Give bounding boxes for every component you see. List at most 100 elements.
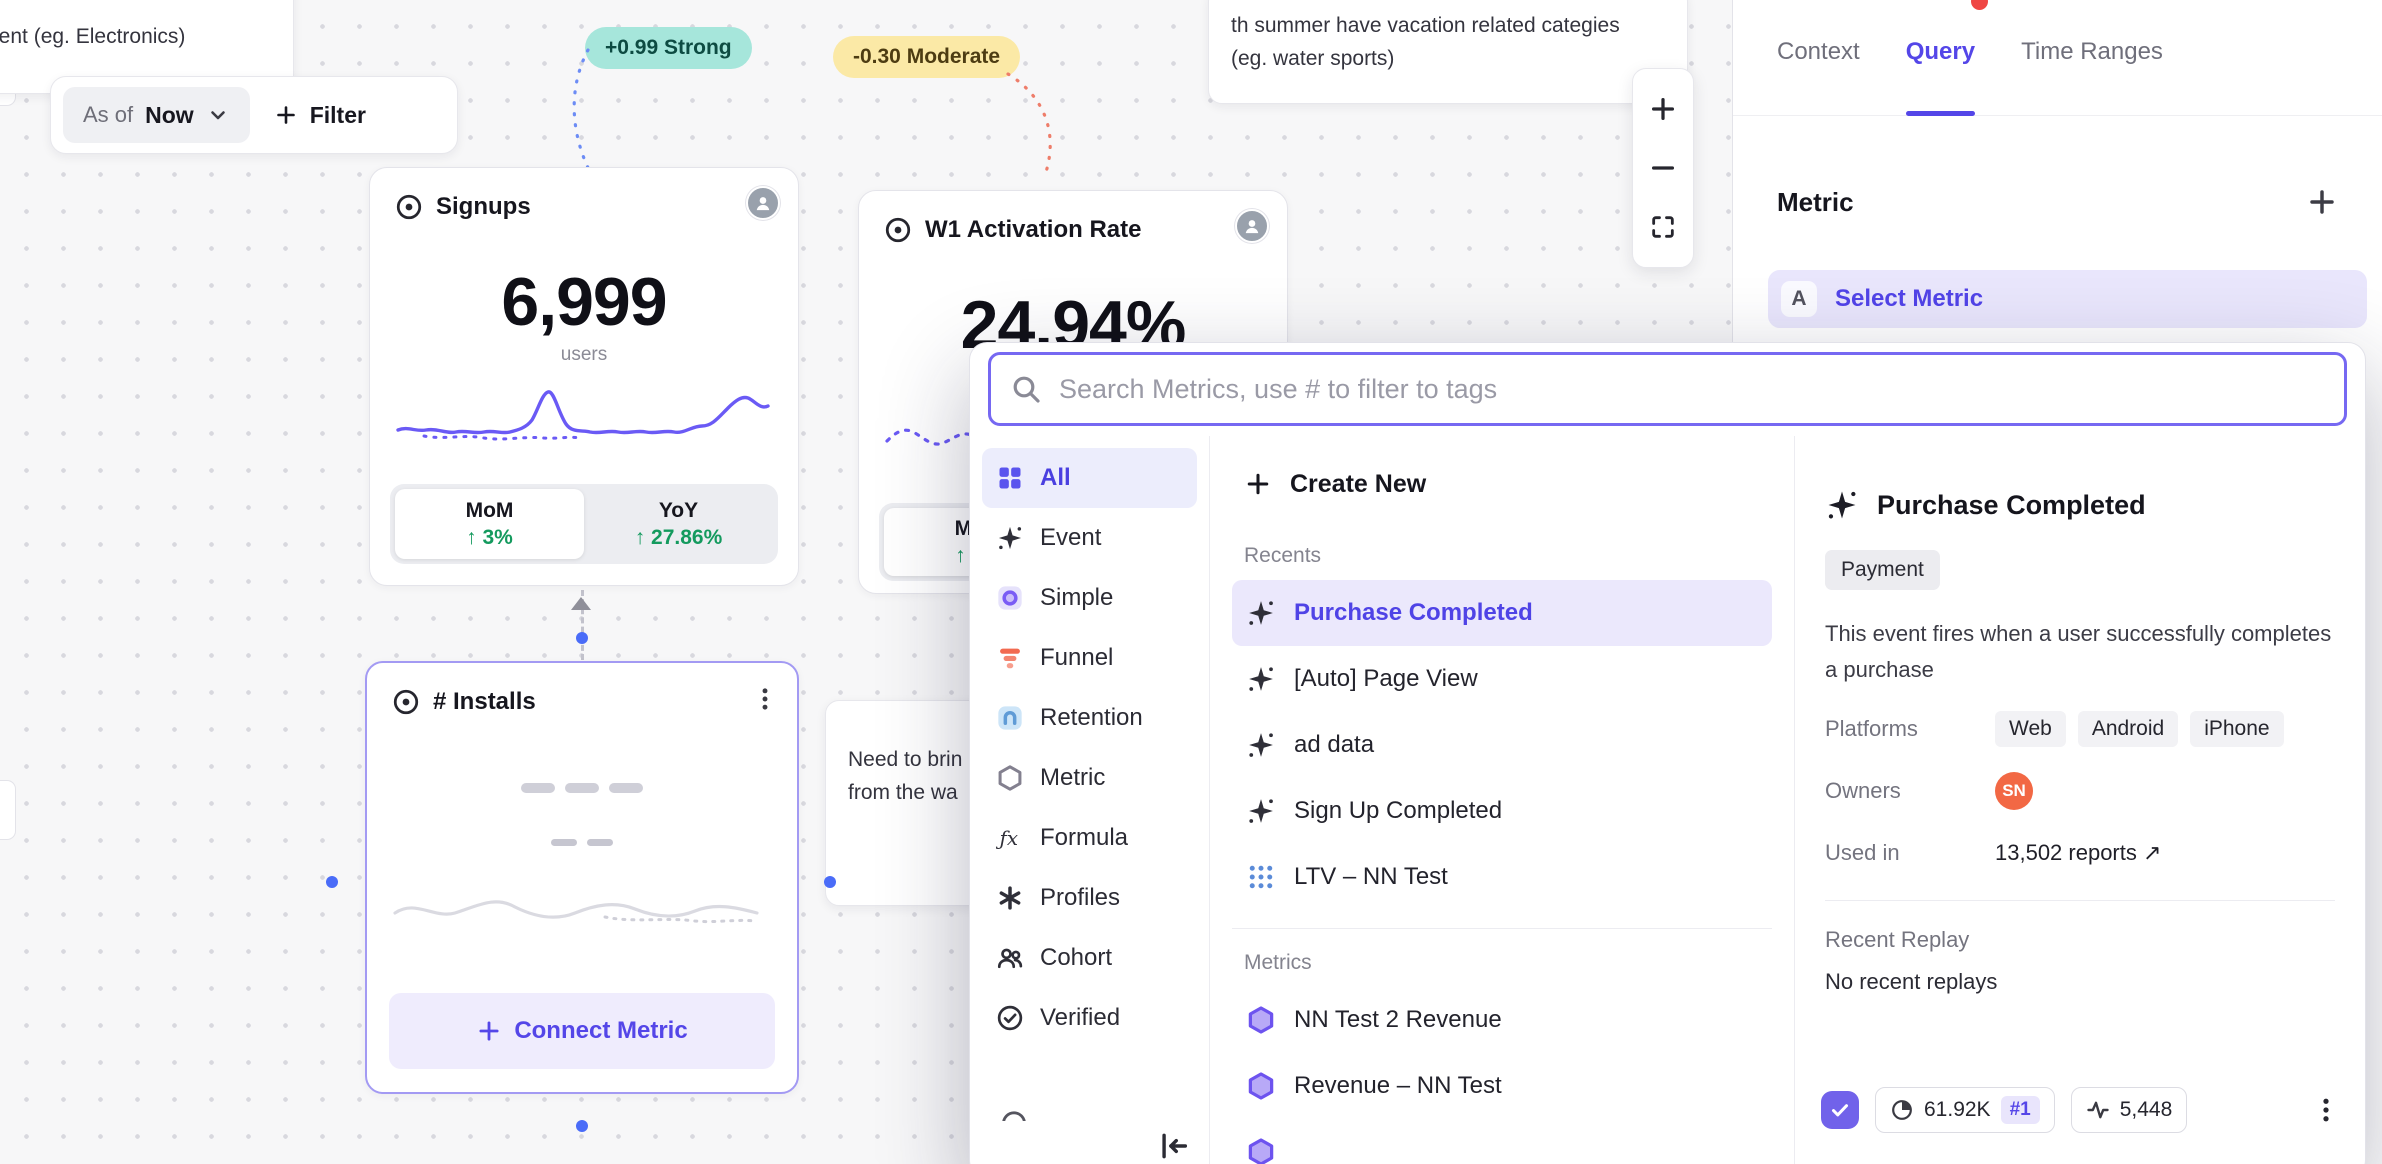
add-metric-button[interactable] <box>2306 186 2338 218</box>
list-item-partial[interactable] <box>1232 1119 1772 1164</box>
owner-avatar[interactable]: SN <box>1995 772 2033 810</box>
toggle-yoy[interactable]: YoY ↑ 27.86% <box>584 489 773 559</box>
category-label: Verified <box>1040 1004 1121 1031</box>
card-header: # Installs <box>367 663 797 717</box>
verified-check-icon <box>996 1004 1024 1032</box>
category-cohort[interactable]: Cohort <box>982 928 1197 988</box>
platform-chip: Web <box>1995 711 2066 747</box>
zoom-out-button[interactable] <box>1646 151 1680 185</box>
fullscreen-icon <box>1649 213 1677 241</box>
category-funnel[interactable]: Funnel <box>982 628 1197 688</box>
replay-label: Recent Replay <box>1825 927 1970 952</box>
list-item-label: NN Test 2 Revenue <box>1294 1006 1502 1033</box>
category-formula[interactable]: Formula <box>982 808 1197 868</box>
filter-button[interactable]: Filter <box>274 102 366 129</box>
used-in-row: Used in 13,502 reports ↗ <box>1825 832 2335 874</box>
event-spark-icon <box>1246 664 1276 694</box>
category-all[interactable]: All <box>982 448 1197 508</box>
metric-search-input[interactable] <box>988 352 2347 426</box>
card-header: Signups <box>370 168 798 222</box>
list-item-ad-data[interactable]: ad data <box>1232 712 1772 778</box>
select-metric-row[interactable]: A Select Metric <box>1768 270 2367 328</box>
list-item-purchase-completed[interactable]: Purchase Completed <box>1232 580 1772 646</box>
plus-icon <box>274 103 298 127</box>
card-menu-button[interactable] <box>751 685 781 715</box>
card-handle-bottom[interactable] <box>576 1120 588 1132</box>
retention-icon <box>996 704 1024 732</box>
used-in-label: Used in <box>1825 840 1900 865</box>
person-icon <box>1242 216 1262 236</box>
list-divider <box>1232 928 1772 929</box>
sticky-note-top[interactable]: th summer have vacation related categies… <box>1208 0 1688 104</box>
activity-icon <box>2086 1098 2110 1122</box>
dot-grid-icon <box>1246 862 1276 892</box>
section-label-metrics: Metrics <box>1244 951 1312 974</box>
list-item-auto-page-view[interactable]: [Auto] Page View <box>1232 646 1772 712</box>
correlation-chip-moderate[interactable]: -0.30 Moderate <box>833 36 1021 78</box>
connect-metric-button[interactable]: Connect Metric <box>389 993 775 1069</box>
period-toggle: MoM ↑ 3% YoY ↑ 27.86% <box>390 484 778 564</box>
select-metric-label: Select Metric <box>1835 285 1984 312</box>
target-icon <box>391 687 421 717</box>
category-metric[interactable]: Metric <box>982 748 1197 808</box>
as-of-dropdown[interactable]: As of Now <box>63 87 250 143</box>
list-item-label: Sign Up Completed <box>1294 797 1503 824</box>
metric-value: 6,999 <box>501 264 667 340</box>
category-simple[interactable]: Simple <box>982 568 1197 628</box>
owners-row: Owners SN <box>1825 770 2335 812</box>
tab-time-ranges[interactable]: Time Ranges <box>2021 38 2163 65</box>
connector-handle[interactable] <box>576 632 588 644</box>
tab-query[interactable]: Query <box>1905 38 1976 116</box>
avatar[interactable] <box>746 186 780 220</box>
list-item-label: Revenue – NN Test <box>1294 1072 1502 1099</box>
card-handle-right[interactable] <box>824 876 836 888</box>
avatar[interactable] <box>1235 209 1269 243</box>
search-icon <box>1010 373 1042 405</box>
category-verified[interactable]: Verified <box>982 988 1197 1048</box>
formula-icon <box>996 824 1024 852</box>
category-event[interactable]: Event <box>982 508 1197 568</box>
detail-menu-button[interactable] <box>2311 1095 2341 1125</box>
queries-chip[interactable]: 5,448 <box>2070 1087 2188 1133</box>
metric-card-installs[interactable]: # Installs Connect Metric <box>365 661 799 1094</box>
fit-view-button[interactable] <box>1646 210 1680 244</box>
collapse-panel-button[interactable] <box>1157 1129 1191 1163</box>
volume-chip[interactable]: 61.92K #1 <box>1875 1087 2055 1133</box>
event-spark-icon <box>996 524 1024 552</box>
category-profiles[interactable]: Profiles <box>982 868 1197 928</box>
toggle-mom[interactable]: MoM ↑ 3% <box>395 489 584 559</box>
list-item-nn-test-2-revenue[interactable]: NN Test 2 Revenue <box>1232 987 1772 1053</box>
category-label: Event <box>1040 524 1102 551</box>
tab-context[interactable]: Context <box>1777 38 1860 65</box>
metric-card-signups[interactable]: Signups 6,999 users MoM ↑ 3% YoY ↑ 27.86… <box>369 167 799 586</box>
category-label: Formula <box>1040 824 1129 851</box>
list-item-label: [Auto] Page View <box>1294 665 1478 692</box>
correlation-chip-strong[interactable]: +0.99 Strong <box>585 27 752 69</box>
metric-search <box>988 352 2347 426</box>
detail-divider <box>1825 900 2335 901</box>
flower-icon <box>996 884 1024 912</box>
list-item-ltv-nn-test[interactable]: LTV – NN Test <box>1232 844 1772 910</box>
category-retention[interactable]: Retention <box>982 688 1197 748</box>
zoom-toolbar <box>1632 68 1694 268</box>
category-partial-icon <box>1000 1107 1030 1121</box>
detail-title-row: Purchase Completed <box>1825 488 2335 522</box>
note-line: g <box>0 0 271 20</box>
create-new-button[interactable]: Create New <box>1232 446 1772 522</box>
used-in-link[interactable]: 13,502 reports ↗ <box>1995 840 2162 865</box>
category-label: Retention <box>1040 704 1143 731</box>
queries-value: 5,448 <box>2119 1098 2173 1121</box>
connector-arrow-icon <box>571 597 591 610</box>
list-item-sign-up-completed[interactable]: Sign Up Completed <box>1232 778 1772 844</box>
left-edge-handle-bottom[interactable] <box>0 780 16 840</box>
skeleton-placeholder <box>367 839 797 846</box>
notification-dot <box>1971 0 1988 10</box>
list-item-revenue-nn-test[interactable]: Revenue – NN Test <box>1232 1053 1772 1119</box>
card-connector-line <box>581 590 584 660</box>
zoom-in-button[interactable] <box>1646 92 1680 126</box>
chevron-down-icon <box>206 103 230 127</box>
funnel-icon <box>996 644 1024 672</box>
list-item-label: Purchase Completed <box>1294 599 1533 626</box>
card-handle-left[interactable] <box>326 876 338 888</box>
